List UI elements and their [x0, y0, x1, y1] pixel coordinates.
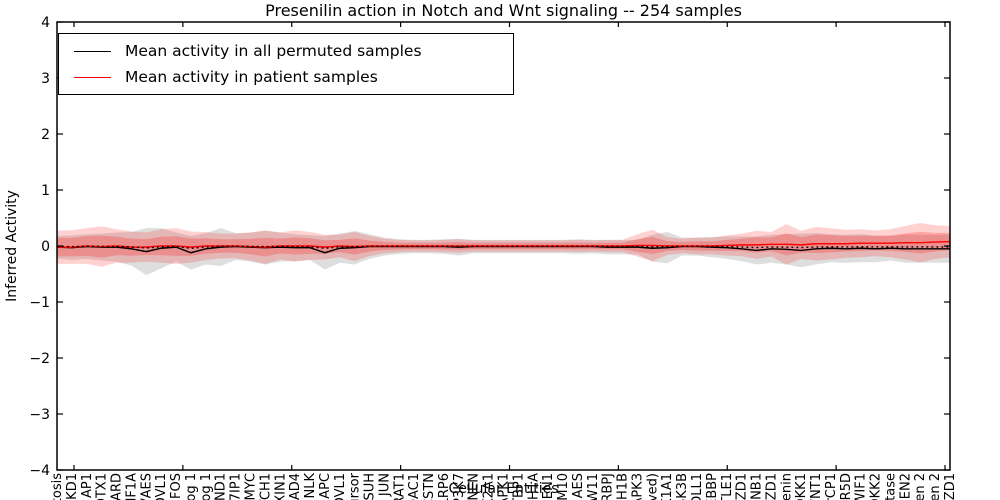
- x-tick-label: CREBBP: [705, 473, 720, 500]
- x-tick-label: NOTCH/Deltex homolog 1: [199, 473, 214, 500]
- x-tick-label: NOTCH1 precursor/DVL1: [154, 473, 169, 500]
- x-tick-label: NCSTN: [422, 473, 437, 500]
- x-tick-label: DKK2: [869, 473, 884, 500]
- x-tick-label: DLL1: [690, 473, 705, 500]
- x-tick-label: MAPK3: [630, 473, 645, 500]
- legend-entry-permuted: Mean activity in all permuted samples: [74, 42, 513, 60]
- legend-line-patient-icon: [74, 76, 111, 78]
- x-tick-label: AXIN1: [273, 473, 288, 500]
- x-tick-label: APH1A: [526, 473, 541, 500]
- band-patient-outer: [57, 223, 950, 267]
- x-tick-label: TLE1: [720, 473, 735, 500]
- legend-label-patient: Mean activity in patient samples: [125, 68, 378, 86]
- band-patient-inner: [57, 231, 950, 258]
- x-tick-label: DTX1: [95, 473, 110, 500]
- x-tick-label: CSNK2A1: [482, 473, 497, 500]
- y-tick-label: 3: [41, 71, 50, 87]
- y-tick-label: 1: [41, 183, 50, 199]
- y-tick-label: −2: [29, 351, 50, 367]
- x-tick-label: WNT1: [809, 473, 824, 500]
- x-tick-label: MAPK1: [497, 473, 512, 500]
- x-tick-label: LRP6: [437, 473, 452, 500]
- x-tick-label: CtBP/CBP/TCF1/TLE1/AES: [139, 473, 154, 500]
- x-tick-label: CTBP1: [511, 473, 526, 500]
- legend-label-permuted: Mean activity in all permuted samples: [125, 42, 422, 60]
- x-tick-label: CCND1: [214, 473, 229, 500]
- y-tick-label: −4: [29, 463, 50, 479]
- x-tick-label: LRP6/FZD1: [764, 473, 779, 500]
- x-tick-label: beta catenin/beta TrCP1: [824, 473, 839, 500]
- y-tick-label: −3: [29, 407, 50, 423]
- x-tick-label: MAP3K7IP1: [229, 473, 244, 500]
- chart-title: Presenilin action in Notch and Wnt signa…: [265, 1, 742, 20]
- x-tick-label: PSEN1: [541, 473, 556, 500]
- x-tick-label: Axin1/APC/beta catenin: [779, 473, 794, 500]
- x-tick-label: DVL1: [333, 473, 348, 500]
- x-tick-label: NICD/RBPSUH: [363, 473, 378, 500]
- x-tick-label: PPARD: [110, 473, 125, 500]
- x-tick-label: apoptosis: [50, 473, 65, 500]
- legend-entry-patient: Mean activity in patient samples: [74, 68, 513, 86]
- x-tick-label: JUN: [377, 473, 392, 497]
- x-axis-label: Cellular Entities: [448, 481, 559, 497]
- x-tick-label: WNT1/LRP6/FZD1: [943, 473, 958, 500]
- x-tick-label: NKD1: [65, 473, 80, 500]
- x-tick-label: APH1B: [616, 473, 631, 500]
- x-tick-label: PSENEN: [467, 473, 482, 500]
- x-tick-label: FZD1: [735, 473, 750, 500]
- x-tick-label: FBXW11: [586, 473, 601, 500]
- x-tick-label: NOTCH1: [258, 473, 273, 500]
- plot-frame: [56, 21, 951, 471]
- x-tick-label: Delta 1/NOTCH/NOTCH(cleaved): [645, 473, 660, 500]
- line-patient: [57, 240, 951, 248]
- band-permuted: [57, 228, 950, 276]
- x-tick-label: NOTCH1 precursor/Deltex homolog 1: [184, 473, 199, 500]
- x-tick-label: APC: [318, 473, 333, 499]
- x-tick-label: NLK: [303, 473, 318, 499]
- x-tick-label: DKK1: [794, 473, 809, 500]
- x-tick-label: FOS: [169, 473, 184, 499]
- y-axis-label: Inferred Activity: [4, 190, 20, 302]
- x-tick-label: KREMEN2: [898, 473, 913, 500]
- x-tick-label: CTNNB1: [750, 473, 765, 500]
- y-tick-label: 2: [41, 127, 50, 143]
- legend: Mean activity in all permuted samples Me…: [58, 33, 514, 95]
- x-tick-label: FRAT1: [392, 473, 407, 500]
- x-tick-label: MAP3K7: [452, 473, 467, 500]
- x-tick-label: WIF1: [854, 473, 869, 500]
- x-tick-label: GSK3B: [675, 473, 690, 500]
- x-tick-label: AP1: [80, 473, 95, 498]
- x-tick-label: ADAM10: [556, 473, 571, 500]
- x-tick-label: Gamma Secretase: [883, 473, 898, 500]
- x-tick-label: RBPJ: [601, 473, 616, 500]
- x-tick-label: AES: [571, 473, 586, 498]
- x-tick-label: Delta 1/NOTCHprecursor: [348, 472, 363, 500]
- x-tick-label: DKK2/LRP6/Kremen 2: [928, 473, 943, 500]
- y-tick-label: −1: [29, 295, 50, 311]
- x-tick-label: CSNK1A1: [660, 473, 675, 500]
- x-tick-label: Beta Catenin/TCF1/CtBP/CBP/TLE1/AES/SMAD…: [288, 473, 303, 500]
- y-tick-label: 0: [41, 239, 50, 255]
- x-tick-label: MYC: [243, 473, 258, 500]
- x-tick-label: DKK1/LRP6/Kremen 2: [913, 473, 928, 500]
- x-tick-label: PPP2R5D: [839, 473, 854, 500]
- legend-line-permuted-icon: [74, 50, 111, 52]
- y-tick-label: 4: [41, 15, 50, 31]
- x-tick-label: HDAC1: [407, 473, 422, 500]
- x-tick-label: HNF1A: [124, 473, 139, 500]
